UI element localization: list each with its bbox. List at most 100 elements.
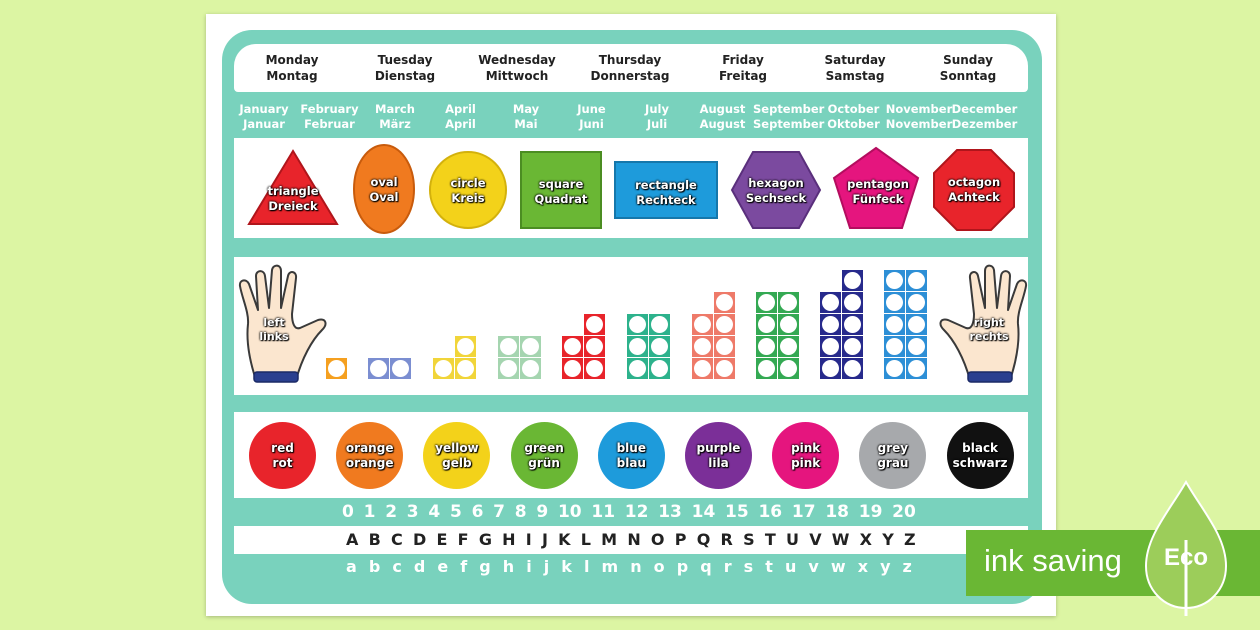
colour-circle-grey: grey grau (859, 422, 927, 489)
month-label: January Januar (229, 102, 299, 132)
shape-de: Fünfeck (852, 192, 904, 206)
month-en: May (512, 102, 540, 116)
lowercase-letter: s (743, 557, 754, 576)
colour-de: rot (272, 455, 293, 470)
numberblock-cell (714, 358, 735, 379)
shape-en: square (538, 177, 584, 191)
number-label: 5 (449, 502, 462, 522)
uppercase-letter: A (346, 530, 359, 549)
triangle-shape (247, 149, 339, 225)
month-label: August August (688, 102, 758, 132)
colour-de: lila (708, 455, 729, 470)
leaf-icon (1144, 480, 1228, 616)
eco-banner-text: ink saving (984, 543, 1122, 578)
lowercase-letter: a (346, 557, 357, 576)
uppercase-letter: E (436, 530, 448, 549)
day-label: Monday Montag (236, 52, 348, 84)
colour-de: grün (528, 455, 560, 470)
colour-en: purple (696, 440, 741, 455)
day-de: Montag (266, 69, 318, 83)
lowercase-letter: c (392, 557, 402, 576)
shape-de: Quadrat (534, 192, 588, 206)
month-de: April (445, 117, 476, 131)
shape-en: hexagon (748, 176, 804, 190)
numberblock-cell (842, 314, 863, 335)
uppercase-letter: D (413, 530, 427, 549)
right-hand-icon (939, 264, 1028, 383)
numberblock-cell (842, 358, 863, 379)
month-label: December Dezember (950, 102, 1020, 132)
uppercase-letter: F (457, 530, 469, 549)
day-de: Samstag (825, 69, 885, 83)
day-label: Thursday Donnerstag (574, 52, 686, 84)
day-en: Tuesday (377, 53, 433, 67)
numberblock-cell (842, 292, 863, 313)
uppercase-letter: O (650, 530, 665, 549)
month-en: April (445, 102, 476, 116)
shape-label-octagon: octagon Achteck (929, 174, 1019, 206)
uppercase-letter: J (541, 530, 548, 549)
number-label: 3 (406, 502, 419, 522)
numberblock-cell (778, 314, 799, 335)
day-de: Dienstag (374, 69, 436, 83)
right-de: rechts (969, 330, 1009, 343)
numberblock-cell (906, 358, 927, 379)
lowercase-letter: w (830, 557, 846, 576)
colour-de: pink (791, 455, 821, 470)
numberblock-cell (884, 336, 905, 357)
month-de: Oktober (827, 117, 880, 131)
numberblock-cell (906, 270, 927, 291)
uppercase-letter: C (391, 530, 403, 549)
month-de: August (699, 117, 746, 131)
lowercase-letter: r (723, 557, 732, 576)
uppercase-letter: W (831, 530, 850, 549)
day-label: Sunday Sonntag (912, 52, 1024, 84)
numberblock-cell (326, 358, 347, 379)
number-label: 18 (825, 502, 849, 522)
day-label: Saturday Samstag (799, 52, 911, 84)
number-label: 20 (892, 502, 916, 522)
colour-en: grey (877, 440, 909, 455)
numberblock-cell (714, 314, 735, 335)
day-label: Friday Freitag (687, 52, 799, 84)
numberblock-cell (498, 336, 519, 357)
shape-en: pentagon (847, 177, 909, 191)
uppercase-letter: L (580, 530, 591, 549)
month-de: Juli (646, 117, 668, 131)
month-label: March März (360, 102, 430, 132)
lowercase-letter: b (368, 557, 381, 576)
numberblock-cell (627, 358, 648, 379)
lowercase-letter: h (502, 557, 515, 576)
day-en: Saturday (824, 53, 886, 67)
shape-label-rectangle: rectangle Rechteck (621, 177, 711, 209)
colour-circle-blue: blue blau (597, 422, 665, 489)
numberblock-cell (906, 336, 927, 357)
number-label: 0 (342, 502, 354, 522)
colour-circle-orange: orange orange (336, 422, 404, 489)
shape-label-triangle: triangle Dreieck (248, 183, 338, 215)
numberblock-cell (714, 336, 735, 357)
uppercase-letter: K (558, 530, 571, 549)
lowercase-letter: i (526, 557, 532, 576)
numberblock-cell (820, 292, 841, 313)
day-label: Tuesday Dienstag (349, 52, 461, 84)
uppercase-letter: S (743, 530, 755, 549)
letters-bar (234, 526, 1028, 554)
eco-label: Eco (1163, 544, 1208, 571)
shape-de: Dreieck (268, 199, 318, 213)
numberblock-cell (520, 358, 541, 379)
month-en: October (827, 102, 880, 116)
number-label: 15 (725, 502, 749, 522)
day-de: Mittwoch (485, 69, 549, 83)
numberblock-cell (820, 358, 841, 379)
month-en: February (300, 102, 359, 116)
numberblock-cell (368, 358, 389, 379)
numberblock-cell (820, 336, 841, 357)
month-de: November (885, 117, 953, 131)
lowercase-letter: f (460, 557, 468, 576)
shape-label-oval: oval Oval (339, 174, 429, 206)
month-en: August (699, 102, 746, 116)
shape-label-hexagon: hexagon Sechseck (731, 175, 821, 207)
